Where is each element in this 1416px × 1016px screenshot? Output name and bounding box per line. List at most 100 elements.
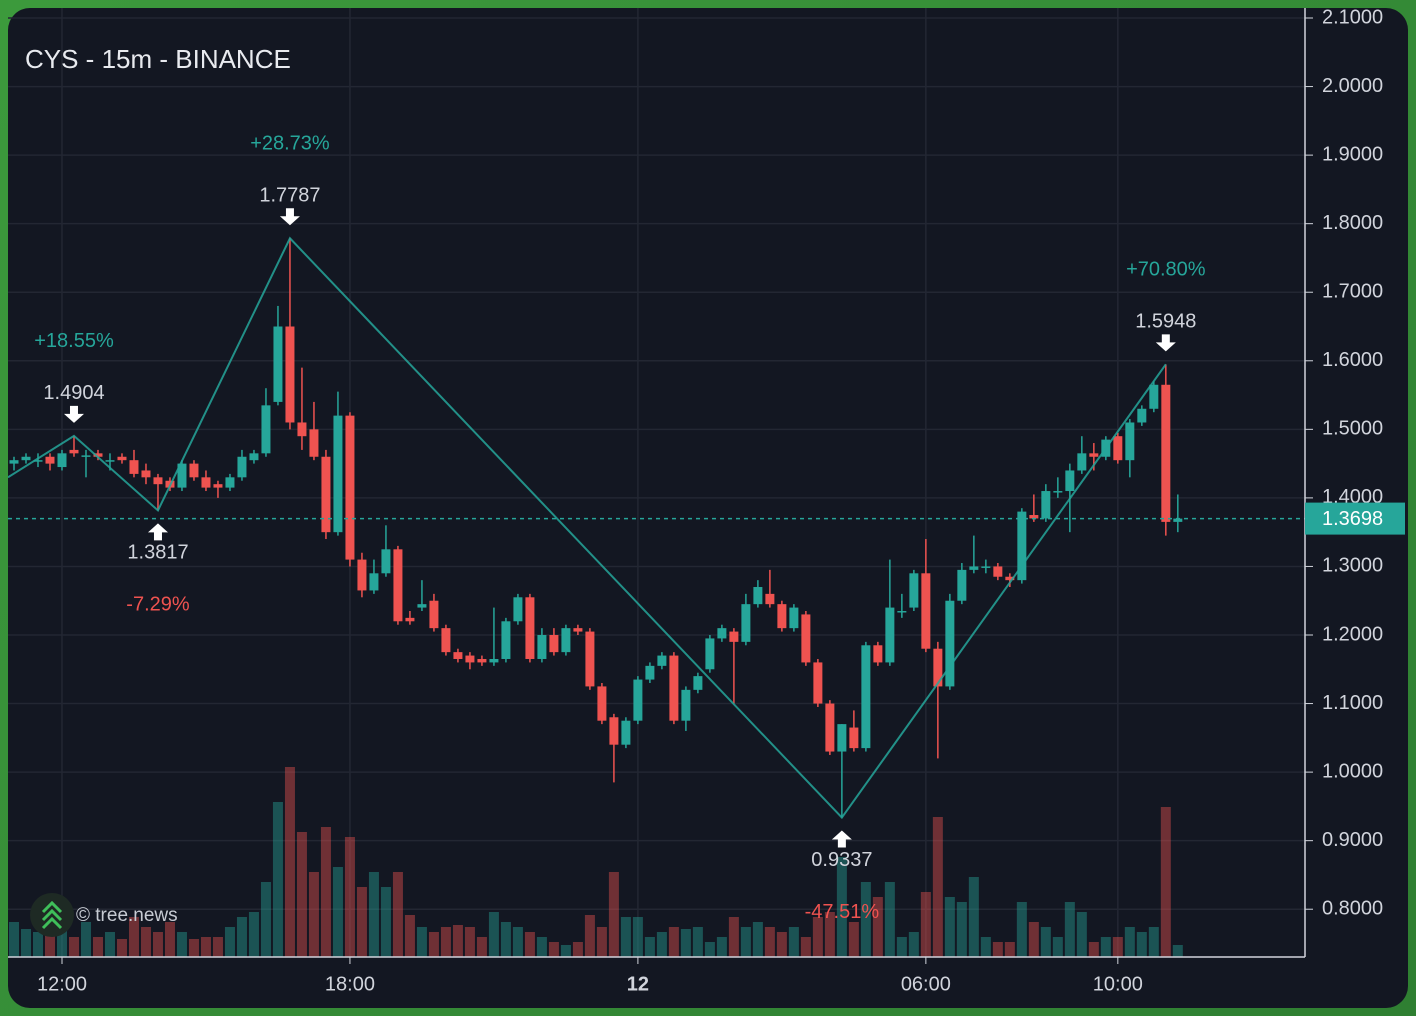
volume-bar [812,917,823,957]
y-tick-label: 1.6000 [1322,349,1383,371]
candle-body [69,449,79,454]
candle-body [957,569,967,601]
candle-body [705,638,715,670]
last-price-box [1305,502,1405,535]
volume-bar [260,882,271,957]
pivot-arrow [1155,334,1176,352]
candle-body [369,573,379,591]
watermark: © tree.news [30,893,178,937]
volume-bar [452,925,463,957]
candle-body [201,477,211,488]
candle-body [537,634,547,659]
volume-bar [644,937,655,957]
watermark-logo [30,893,74,937]
candle-body [225,477,235,488]
candle-body [417,604,427,608]
candle-body [153,477,163,485]
candle-body [465,655,475,663]
candle-body [897,611,907,613]
candle-body [681,689,691,721]
candle-body [597,686,607,721]
y-tick-label: 1.8000 [1322,212,1383,234]
candle-body [405,617,415,622]
candle-body [309,429,319,457]
volume-bar [692,927,703,957]
pivot-change: +28.73% [250,133,330,155]
candle-body [429,600,439,629]
candle-body [981,566,991,568]
candle-body [693,676,703,690]
volume-bar [1112,937,1123,957]
candle-body [1137,408,1147,423]
volume-bar [620,917,631,957]
candle-body [249,453,259,461]
watermark-icon [41,900,63,930]
volume-bar [632,917,643,957]
candle-body [549,634,559,653]
volume-bar [932,817,943,957]
candle-body [357,559,367,591]
volume-bar [404,915,415,957]
volume-bar [896,937,907,957]
candle-body [1041,491,1051,519]
candle-body [621,720,631,745]
volume-bar [788,927,799,957]
candle-body [825,703,835,752]
candle-body [1161,384,1171,522]
y-tick-label: 1.1000 [1322,692,1383,714]
volume-bar [104,932,115,957]
candle-body [393,549,403,622]
volume-bar [560,945,571,957]
volume-bar [320,827,331,957]
volume-bar [596,927,607,957]
volume-bar [80,922,91,957]
volume-bar [212,937,223,957]
candle-body [741,604,751,642]
candle-body [645,665,655,680]
volume-bar [668,927,679,957]
candle-body [993,566,1003,577]
volume-bar [176,932,187,957]
volume-bar [488,912,499,957]
volume-bar [992,942,1003,957]
grid [8,8,1305,957]
candle-body [657,655,667,666]
candle-body [1029,515,1039,519]
y-tick-label: 1.7000 [1322,281,1383,303]
candle-body [489,658,499,663]
candle-body [1053,491,1063,493]
volume-bar [536,937,547,957]
volume-bar [1124,927,1135,957]
candle-body [189,463,199,478]
volume-bar [524,932,535,957]
volume-bar [1040,927,1051,957]
pivot-arrow [831,830,852,848]
volume-bar [476,937,487,957]
candle-body [813,662,823,704]
volume-bar [1064,902,1075,957]
pivot-arrow [63,405,84,423]
candle-body [585,631,595,687]
candle-body [1113,436,1123,461]
candle-body [873,645,883,663]
volume-bar [872,897,883,957]
volume-bar [968,877,979,957]
volume-bar [188,939,199,957]
pivot-price: 0.9337 [811,849,872,871]
volume-bar [656,932,667,957]
candle-body [441,628,451,653]
candle-body [93,453,103,457]
candle-body [1173,518,1183,522]
chart-title: CYS - 15m - BINANCE [25,44,291,74]
volume-bar [152,932,163,957]
volume-bar [1052,937,1063,957]
volume-bar [428,932,439,957]
volume-bar [380,887,391,957]
last-price-label: 1.3698 [1322,508,1383,530]
volume-bar [920,892,931,957]
candle-body [273,326,283,402]
volume-bar [224,927,235,957]
volume-bar [116,939,127,957]
